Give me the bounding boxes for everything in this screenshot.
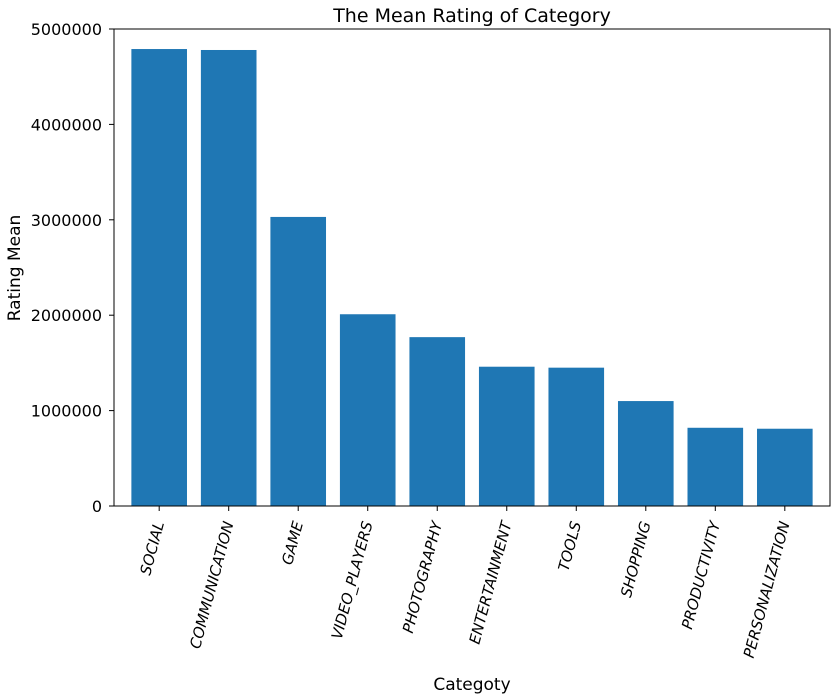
bar-shopping (617, 401, 674, 506)
y-tick-label: 1000000 (31, 402, 102, 421)
bar-video-players (339, 314, 396, 506)
chart-title: The Mean Rating of Category (332, 5, 611, 27)
x-tick-label: PHOTOGRAPHY (399, 518, 447, 635)
x-tick-label: COMMUNICATION (186, 519, 237, 650)
y-tick-label: 3000000 (31, 211, 102, 230)
bars-group (131, 49, 813, 507)
y-tick-label: 0 (92, 497, 102, 516)
x-axis-ticks: SOCIAL COMMUNICATION GAME VIDEO_PLAYERS PHOT… (136, 506, 794, 660)
x-tick-label: PERSONALIZATION (740, 519, 794, 659)
x-axis-label: Categoty (433, 675, 510, 695)
bar-productivity (687, 427, 744, 506)
bar-game (270, 216, 327, 507)
y-tick-label: 5000000 (31, 20, 102, 39)
x-tick-label: GAME (278, 519, 307, 567)
y-tick-label: 2000000 (31, 306, 102, 325)
x-tick-label: PRODUCTIVITY (678, 518, 725, 632)
y-axis-ticks: 0 1000000 2000000 3000000 4000000 5000000 (31, 20, 114, 516)
bar-communication (200, 49, 257, 506)
y-axis-label: Rating Mean (5, 215, 25, 322)
x-tick-label: ENTERTAINMENT (466, 518, 517, 646)
x-tick-label: SHOPPING (617, 519, 655, 599)
bar-social (131, 49, 187, 507)
bar-personalization (757, 428, 813, 506)
plot-frame (113, 28, 831, 507)
bar-tools (548, 367, 605, 506)
bar-entertainment (478, 366, 535, 506)
bar-photography (409, 337, 466, 506)
x-tick-label: VIDEO_PLAYERS (328, 519, 378, 642)
y-tick-label: 4000000 (31, 115, 102, 134)
x-tick-label: TOOLS (555, 519, 586, 573)
x-tick-label: SOCIAL (136, 519, 168, 577)
